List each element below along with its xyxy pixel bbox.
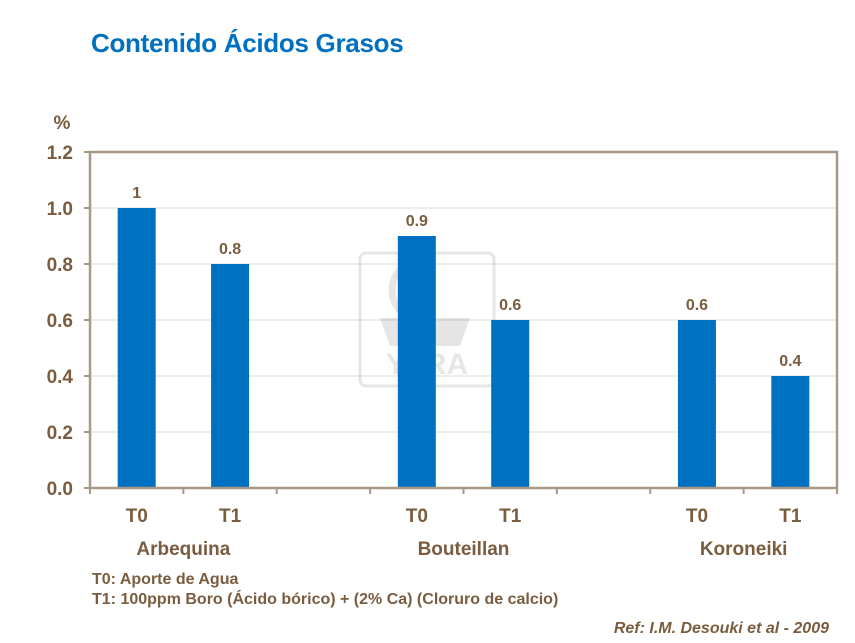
group-label-bouteillan: Bouteillan — [418, 539, 510, 560]
chart-title: Contenido Ácidos Grasos — [91, 28, 404, 58]
x-tick-label: T0 — [406, 506, 428, 527]
y-axis-label: % — [54, 113, 71, 134]
group-label-arbequina: Arbequina — [136, 539, 230, 560]
x-tick-label: T0 — [126, 506, 148, 527]
group-label-koroneiki: Koroneiki — [700, 539, 788, 560]
bar-koroneiki-t1 — [771, 376, 810, 488]
x-tick-label: T1 — [499, 506, 522, 527]
legend-note-t0: T0: Aporte de Agua — [92, 571, 239, 588]
data-label: 0.6 — [686, 297, 708, 314]
y-tick-label: 0.8 — [47, 255, 73, 276]
data-label: 0.4 — [779, 353, 801, 370]
legend-note-t1: T1: 100ppm Boro (Ácido bórico) + (2% Ca)… — [92, 591, 559, 608]
y-tick-label: 1.0 — [47, 199, 73, 220]
x-tick-label: T0 — [686, 506, 708, 527]
y-tick-label: 0.6 — [47, 311, 73, 332]
bar-bouteillan-t0 — [397, 236, 436, 488]
bar-arbequina-t0 — [117, 208, 156, 488]
bar-koroneiki-t0 — [677, 320, 716, 488]
y-tick-label: 0.0 — [47, 479, 73, 500]
y-tick-label: 0.4 — [47, 367, 74, 388]
data-label: 0.6 — [499, 297, 521, 314]
data-label: 1 — [132, 185, 141, 202]
data-label: 0.8 — [219, 241, 241, 258]
y-tick-label: 0.2 — [47, 423, 73, 444]
data-label: 0.9 — [406, 213, 428, 230]
bar-arbequina-t1 — [211, 264, 250, 488]
x-tick-label: T1 — [779, 506, 802, 527]
plot-area-border — [88, 150, 839, 490]
x-tick-label: T1 — [219, 506, 242, 527]
bar-bouteillan-t1 — [491, 320, 530, 488]
y-tick-label: 1.2 — [47, 143, 73, 164]
reference: Ref: I.M. Desouki et al - 2009 — [613, 620, 829, 637]
